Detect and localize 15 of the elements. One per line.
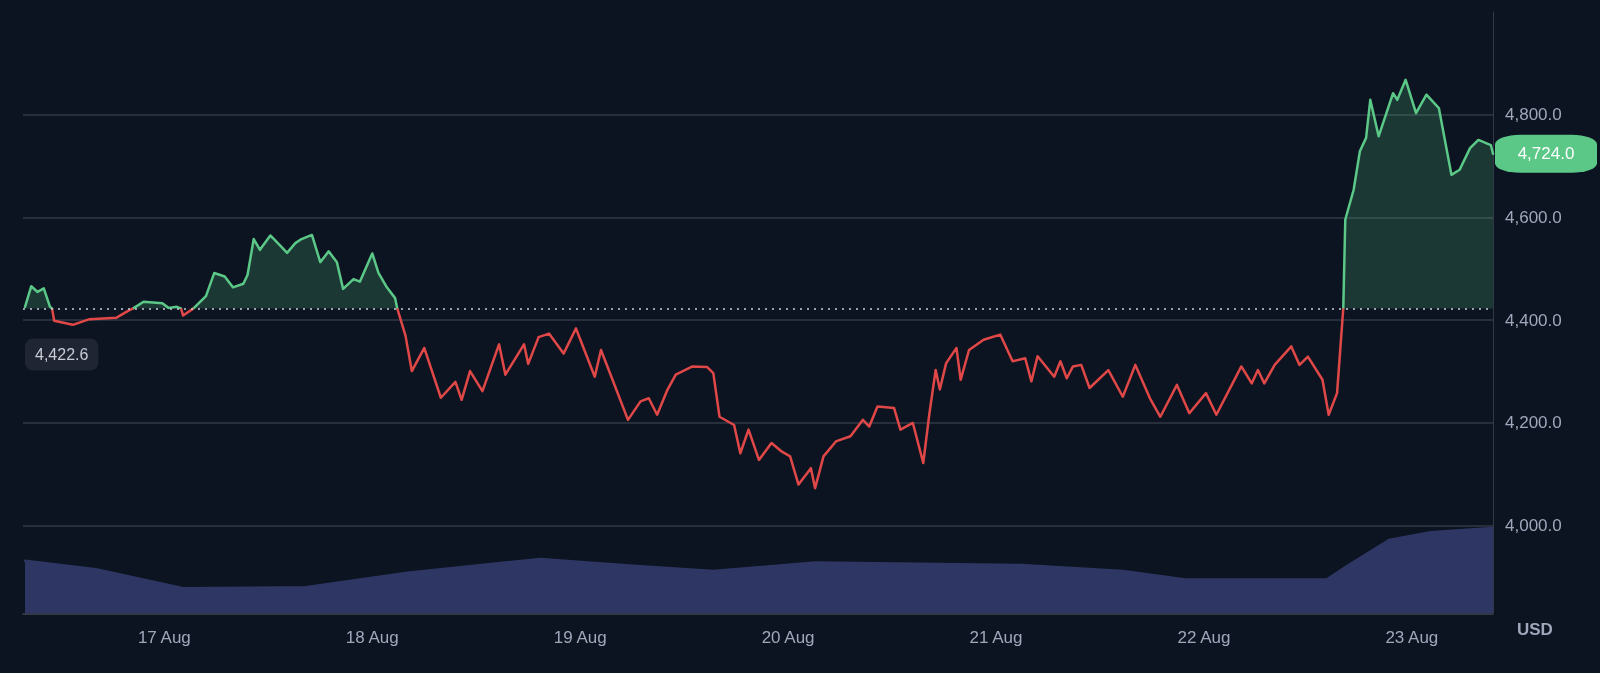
x-tick-label: 21 Aug: [969, 628, 1023, 647]
ref-line-label: 4,422.6: [35, 346, 89, 364]
x-tick-label: 19 Aug: [553, 628, 607, 647]
x-tick-label: 22 Aug: [1177, 628, 1231, 647]
y-tick-label: 4,000.0: [1505, 516, 1562, 536]
y-tick-label: 4,400.0: [1505, 310, 1562, 330]
y-tick-label: 4,600.0: [1505, 207, 1562, 227]
annotation: 4,724.0: [1517, 144, 1575, 164]
y-tick-label: 4,800.0: [1505, 105, 1562, 125]
y-tick-label: 4,200.0: [1505, 413, 1562, 433]
x-tick-label: 17 Aug: [137, 628, 191, 647]
x-tick-label: 23 Aug: [1385, 628, 1439, 647]
x-tick-label: 18 Aug: [345, 628, 399, 647]
x-tick-label: 20 Aug: [761, 628, 815, 647]
y-axis-title: USD: [1517, 620, 1553, 639]
